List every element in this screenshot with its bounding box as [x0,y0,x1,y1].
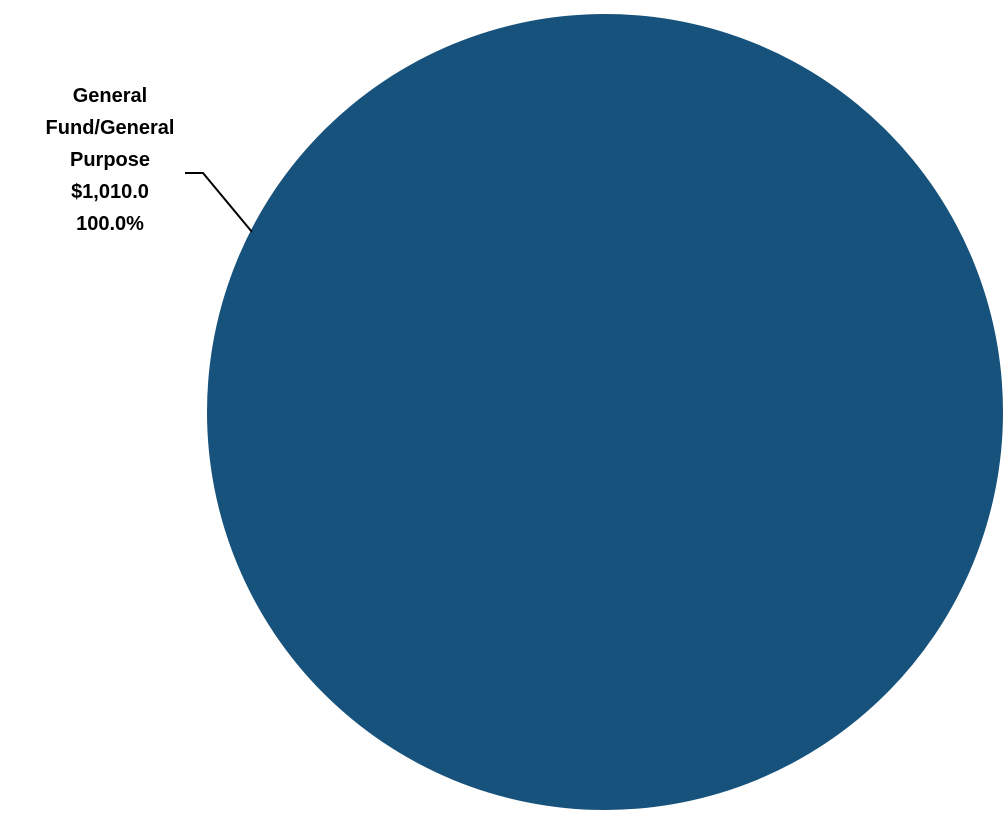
pie-slices [207,14,1003,810]
slice-label-percent: 100.0% [76,213,144,235]
slice-leader-line [185,172,253,233]
slice-label-name-line-3: Purpose [70,149,150,171]
slice-label: General Fund/General Purpose $1,010.0 10… [46,85,175,235]
pie-slice-0 [207,14,1003,810]
slice-label-amount: $1,010.0 [71,181,149,203]
slice-label-name-line-2: Fund/General [46,117,175,139]
slice-label-name-line-1: General [73,85,147,107]
